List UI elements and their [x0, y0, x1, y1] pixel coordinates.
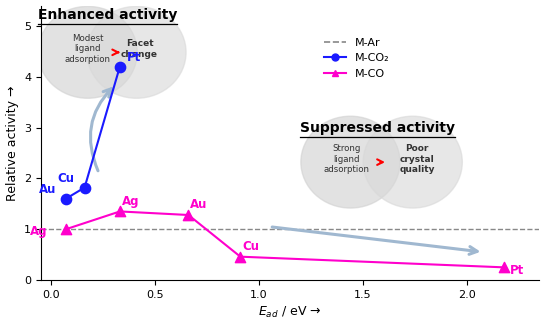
Ellipse shape [38, 7, 137, 98]
Point [62, 227, 70, 232]
Text: Pt: Pt [510, 263, 524, 276]
Ellipse shape [87, 7, 186, 98]
Text: Facet
change: Facet change [121, 39, 158, 59]
Text: Poor
crystal
quality: Poor crystal quality [399, 144, 435, 174]
X-axis label: $E_{ad}$ / eV →: $E_{ad}$ / eV → [258, 305, 322, 320]
Text: Au: Au [39, 183, 56, 196]
Text: Cu: Cu [57, 172, 74, 185]
Text: Ag: Ag [30, 225, 47, 238]
Text: Strong
ligand
adsorption: Strong ligand adsorption [323, 144, 370, 174]
Text: Au: Au [190, 199, 208, 212]
Ellipse shape [301, 116, 400, 208]
Y-axis label: Relative activity →: Relative activity → [5, 85, 19, 200]
Text: Suppressed activity: Suppressed activity [300, 122, 455, 136]
Point [80, 185, 89, 190]
Point [62, 196, 70, 201]
Point [116, 209, 124, 214]
Text: Enhanced activity: Enhanced activity [38, 8, 177, 22]
Point [184, 213, 193, 218]
Point [500, 265, 508, 270]
Text: Cu: Cu [242, 240, 259, 253]
Legend: M-Ar, M-CO₂, M-CO: M-Ar, M-CO₂, M-CO [320, 33, 395, 83]
Text: Ag: Ag [122, 195, 139, 208]
Text: Pt: Pt [128, 51, 142, 64]
Ellipse shape [363, 116, 462, 208]
Point [236, 254, 245, 259]
Text: Modest
ligand
adsorption: Modest ligand adsorption [65, 34, 111, 64]
Point [116, 64, 124, 69]
